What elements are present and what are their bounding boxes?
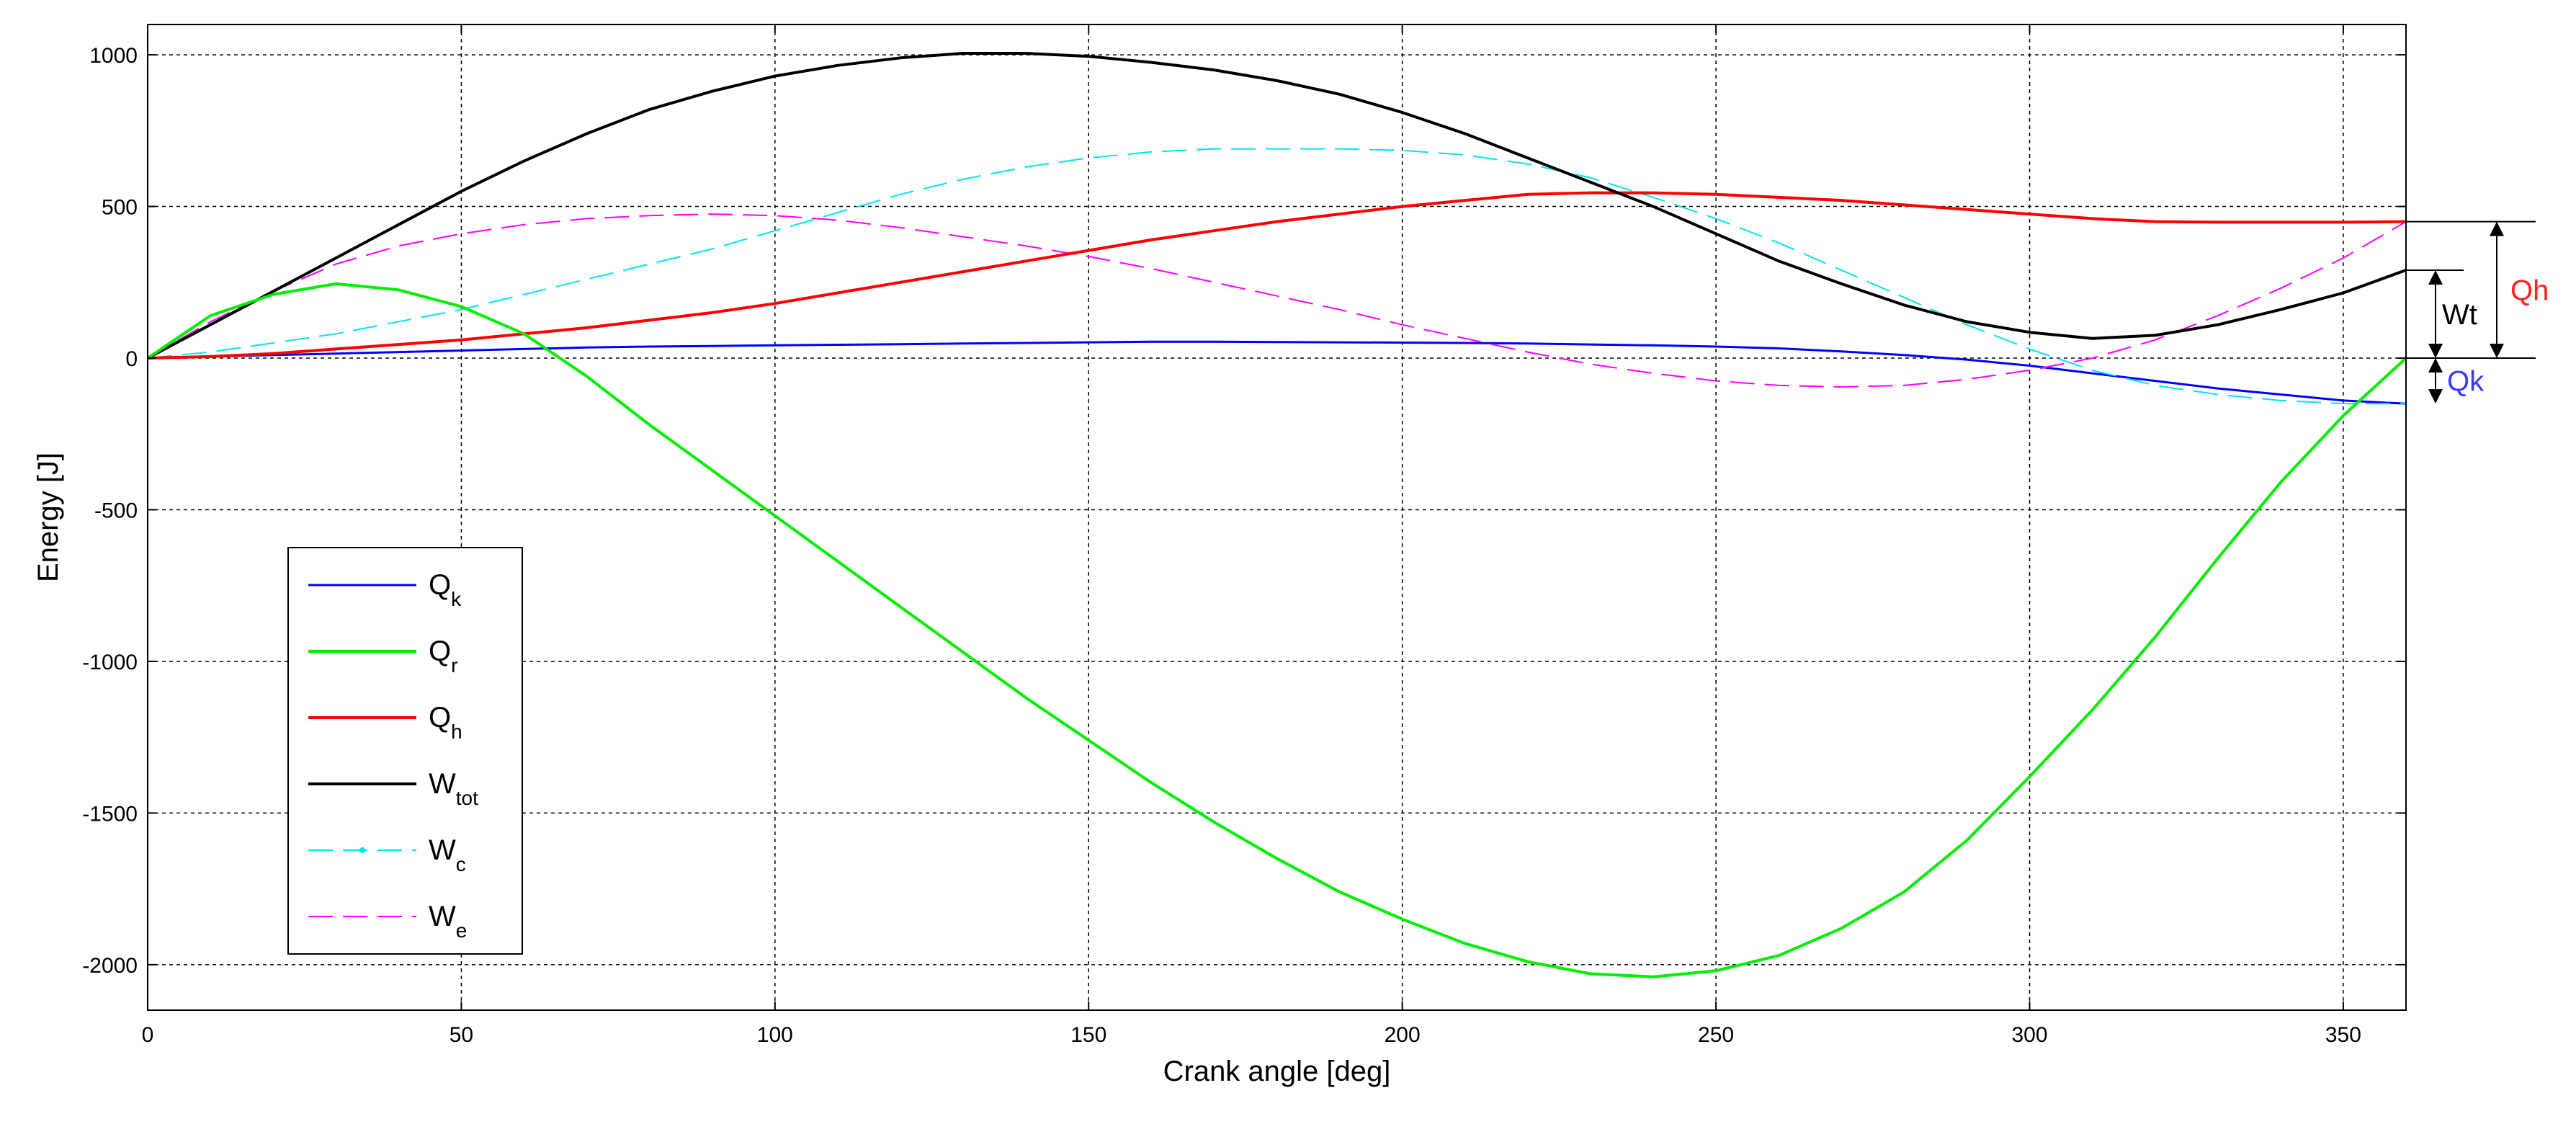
annotation-label-wt: Wt: [2442, 299, 2477, 331]
grid: [148, 24, 2406, 1010]
series-line-qr: [146, 282, 2407, 978]
x-axis-label: Crank angle [deg]: [1163, 1056, 1391, 1087]
legend-label-qh: Qh: [429, 702, 462, 743]
annotation-label-qh: Qh: [2510, 275, 2549, 306]
legend-label-wtot: Wtot: [429, 768, 478, 809]
x-tick-label: 250: [1698, 1023, 1734, 1047]
x-tick-label: 50: [450, 1023, 473, 1047]
series-line-qk: [147, 340, 2407, 405]
series-line-wtot: [147, 52, 2407, 360]
plot-frame: [147, 24, 2407, 1011]
y-tick-label: -500: [94, 499, 138, 522]
series-line-we: [147, 213, 2407, 388]
legend-marker: [359, 847, 365, 853]
axis-ticks: 0 50 100 150 200 250 300 350 1000 500 0 -500 -1000 -1…: [82, 24, 2406, 1047]
x-tick-label: 0: [142, 1023, 154, 1047]
y-axis-label: Energy [J]: [32, 452, 64, 582]
annotations: Qh Wt Qk: [2406, 220, 2549, 404]
legend-label-qr: Qr: [429, 635, 457, 677]
arrow-head: [2428, 389, 2443, 404]
arrow-head: [2490, 221, 2504, 236]
y-tick-label: -1000: [82, 651, 138, 674]
legend-box: [287, 547, 523, 955]
x-tick-label: 200: [1385, 1023, 1421, 1047]
arrow-head: [2428, 358, 2443, 373]
arrow-head: [2490, 344, 2504, 359]
legend: Qk Qr Qh Wtot Wc We: [287, 547, 523, 955]
annotation-label-qk: Qk: [2447, 366, 2485, 398]
x-tick-label: 300: [2011, 1023, 2047, 1047]
series-group: [146, 52, 2407, 978]
x-tick-label: 150: [1070, 1023, 1106, 1047]
legend-label-we: We: [429, 901, 467, 942]
y-tick-label: -2000: [82, 954, 138, 978]
legend-label-qk: Qk: [429, 569, 462, 610]
x-tick-label: 350: [2325, 1023, 2361, 1047]
y-tick-label: -1500: [82, 802, 138, 826]
y-tick-label: 1000: [89, 44, 138, 68]
series-line-wc: [147, 148, 2406, 405]
y-tick-label: 500: [102, 196, 138, 220]
arrow-head: [2428, 344, 2443, 359]
x-tick-label: 100: [757, 1023, 793, 1047]
legend-label-wc: Wc: [429, 834, 466, 875]
arrow-head: [2428, 269, 2443, 285]
y-tick-label: 0: [125, 347, 138, 371]
